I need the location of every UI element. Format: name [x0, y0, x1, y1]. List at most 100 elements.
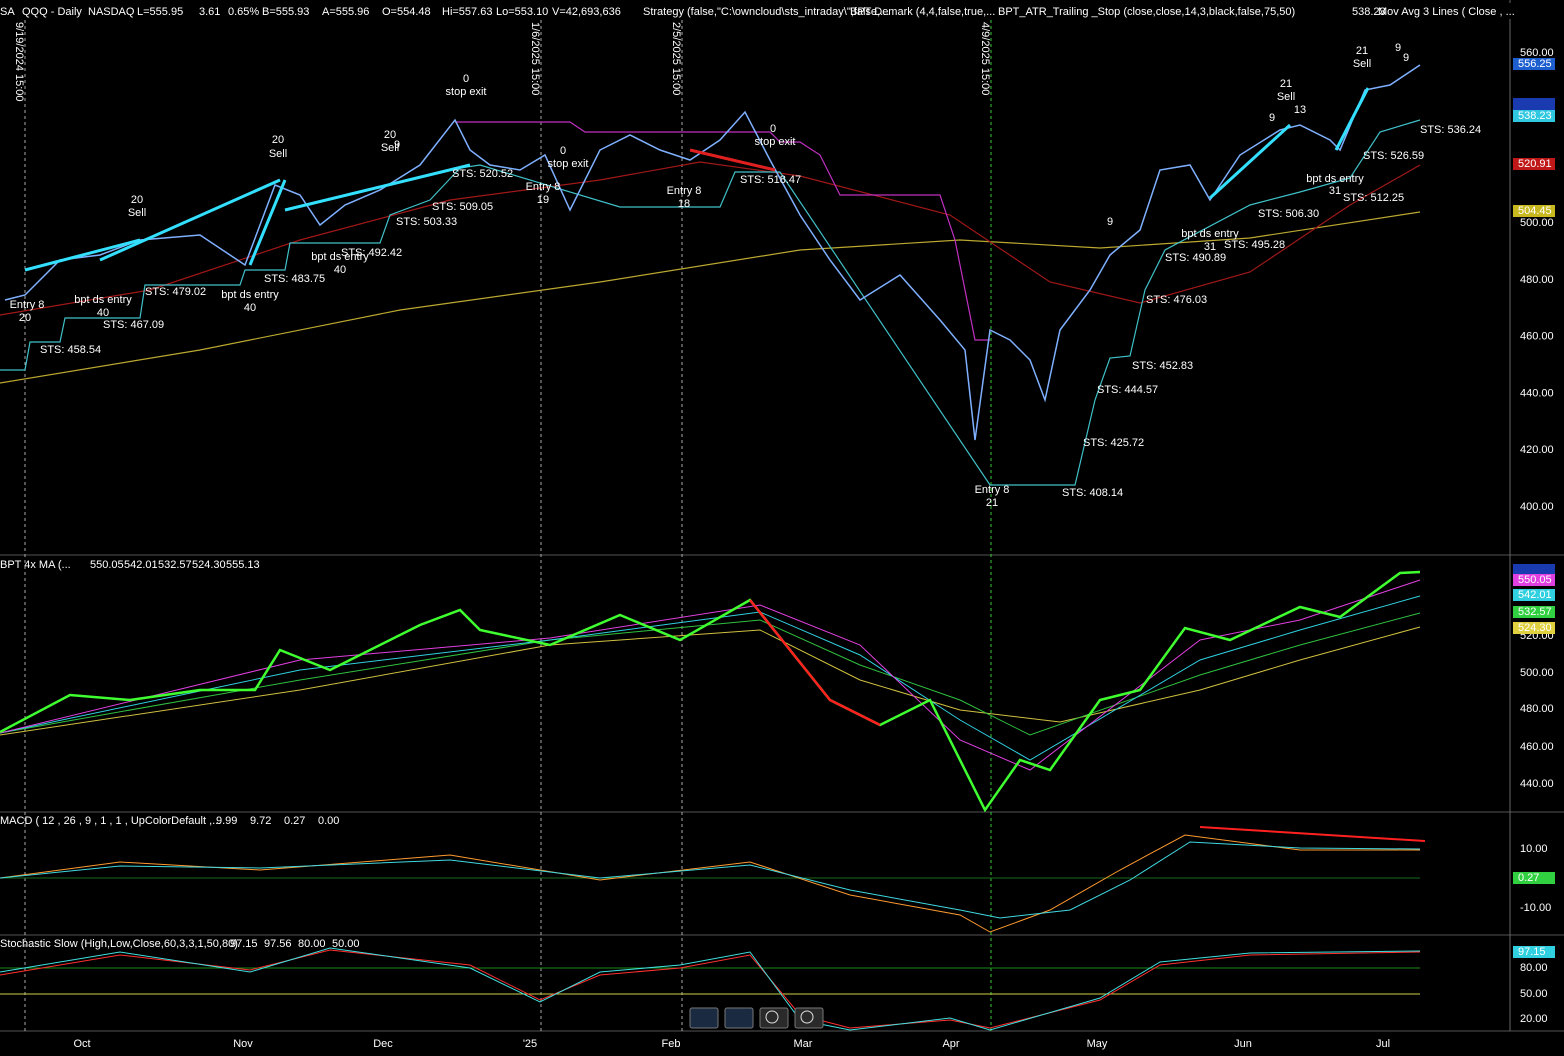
ma-200 — [0, 211, 1421, 384]
stoch-d — [0, 949, 1421, 1029]
chart-annotation: Sell — [1353, 58, 1371, 70]
panel-value: 550.05 — [90, 559, 124, 571]
price-marker — [1513, 158, 1555, 170]
chart-annotation: stop exit — [755, 136, 796, 148]
axis-label: 480.00 — [1520, 703, 1554, 715]
axis-marker-label: 0.27 — [1518, 872, 1539, 884]
chart-annotation: 0 — [560, 145, 566, 157]
x-axis-label: Feb — [662, 1038, 681, 1050]
chart-annotation: STS: 520.52 — [452, 168, 513, 180]
chart-annotation: STS: 512.25 — [1343, 192, 1404, 204]
panel-value: 0.00 — [318, 815, 339, 827]
axis-label: 20.00 — [1520, 1013, 1548, 1025]
chart-annotation: STS: 444.57 — [1097, 384, 1158, 396]
macd-signal — [0, 841, 1421, 919]
date-marker: 4/9/2025 15:00 — [979, 22, 991, 95]
panel-value: 542.01 — [124, 559, 158, 571]
panel-value: 532.57 — [158, 559, 192, 571]
panel-value: 97.56 — [264, 938, 292, 950]
axis-marker — [1513, 589, 1555, 601]
axis-label: 10.00 — [1520, 843, 1548, 855]
axis-marker-label: 532.57 — [1518, 606, 1552, 618]
divergence-line — [1199, 826, 1426, 842]
chart-annotation: 9 — [1107, 216, 1113, 228]
chart-annotation: 9 — [1395, 42, 1401, 54]
header-text: Lo=553.10 — [496, 6, 548, 18]
ma-line — [0, 612, 1421, 736]
header-text: BPT_ATR_Trailing _Stop (close,close,14,3… — [998, 6, 1295, 18]
price-marker — [1513, 205, 1555, 217]
panel-value: 555.13 — [226, 559, 260, 571]
scroll-button[interactable] — [689, 1007, 719, 1029]
chart-annotation: STS: 425.72 — [1083, 437, 1144, 449]
price-axis-label: 400.00 — [1520, 501, 1554, 513]
header-text: O=554.48 — [382, 6, 431, 18]
stop-line — [455, 121, 990, 341]
header-text: A=555.96 — [322, 6, 369, 18]
chart-annotation: STS: 503.33 — [396, 216, 457, 228]
header-text: Strategy (false,"C:\owncloud\sts_intrada… — [643, 6, 889, 18]
header-text: NASDAQ — [88, 6, 135, 18]
header-text: V=42,693,636 — [552, 6, 621, 18]
panel-title: MACD ( 12 , 26 , 9 , 1 , 1 , UpColorDefa… — [0, 815, 221, 827]
chart-annotation: 20 — [384, 129, 396, 141]
chart-annotation: 31 — [1329, 185, 1341, 197]
price-marker-label: 556.25 — [1518, 58, 1552, 70]
x-axis-label: Jul — [1376, 1038, 1390, 1050]
toolbar[interactable] — [689, 1007, 824, 1029]
chart-annotation: STS: 483.75 — [264, 273, 325, 285]
panel-title: Stochastic Slow (High,Low,Close,60,3,3,1… — [0, 938, 238, 950]
chart-annotation: 31 — [1204, 241, 1216, 253]
chart-annotation: STS: 467.09 — [103, 319, 164, 331]
date-marker: 9/19/2024 15:00 — [13, 22, 25, 102]
chart-annotation: STS: 518.47 — [740, 174, 801, 186]
chart-annotation: Entry 8 — [975, 484, 1010, 496]
axis-label: 440.00 — [1520, 778, 1554, 790]
header-text: L=555.95 — [137, 6, 183, 18]
x-axis-label: '25 — [523, 1038, 537, 1050]
panel-value: 0.27 — [284, 815, 305, 827]
chart-annotation: bpt ds entry — [221, 289, 279, 301]
price-marker-label: 520.91 — [1518, 158, 1552, 170]
price-marker-label: 538.23 — [1518, 110, 1552, 122]
panel-title: BPT 4x MA (... — [0, 559, 71, 571]
chart-annotation: bpt ds entry — [1306, 173, 1364, 185]
price-marker — [1513, 110, 1555, 122]
price-axis-label: 560.00 — [1520, 47, 1554, 59]
panel-value: 9.99 — [216, 815, 237, 827]
chart-annotation: bpt ds entry — [1181, 228, 1239, 240]
stoch-k — [0, 947, 1421, 1031]
price-marker — [1513, 98, 1555, 110]
price-axis-label: 460.00 — [1520, 331, 1554, 343]
chart-annotation: 40 — [244, 302, 256, 314]
chart-annotation: stop exit — [548, 158, 589, 170]
chart-annotation: 40 — [334, 264, 346, 276]
zoom-icon — [765, 1010, 779, 1024]
axis-marker-label: 524.30 — [1518, 622, 1552, 634]
date-marker: 1/6/2025 15:00 — [529, 22, 541, 95]
x-axis-label: Jun — [1234, 1038, 1252, 1050]
zoom-icon — [800, 1010, 814, 1024]
axis-label: -10.00 — [1520, 902, 1551, 914]
chart-annotation: STS: 476.03 — [1146, 294, 1207, 306]
header-text: 0.65% — [228, 6, 259, 18]
axis-marker-label: 97.15 — [1518, 946, 1546, 958]
axis-marker — [1513, 622, 1555, 634]
x-axis-label: Oct — [73, 1038, 90, 1050]
chart-annotation: 20 — [19, 312, 31, 324]
x-axis-label: Mar — [794, 1038, 813, 1050]
trend-lines — [24, 87, 1370, 272]
header-text: B=555.93 — [262, 6, 309, 18]
trend-line-down — [689, 148, 776, 172]
scroll-button[interactable] — [724, 1007, 754, 1029]
header-bar — [0, 3, 1564, 19]
price-axis-label: 440.00 — [1520, 387, 1554, 399]
chart-annotation: 9 — [394, 139, 400, 151]
panel-value: 80.00 — [298, 938, 326, 950]
trailing-stop — [0, 119, 1421, 486]
chart-annotation: STS: 458.54 — [40, 344, 101, 356]
price-marker-label: 504.45 — [1518, 205, 1552, 217]
chart-annotation: 0 — [463, 73, 469, 85]
